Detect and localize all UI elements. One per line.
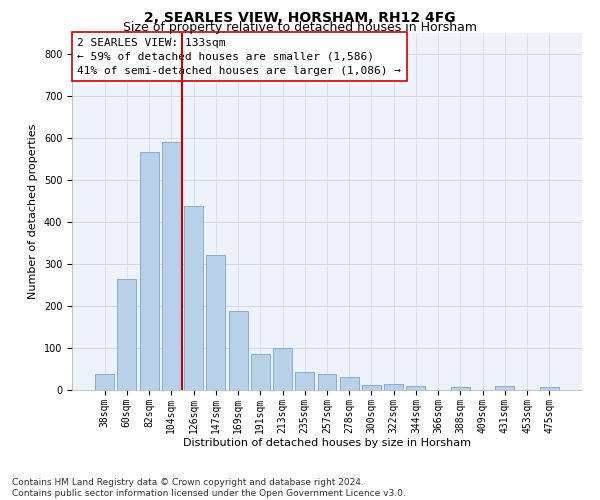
Bar bbox=[340, 378, 359, 390]
Bar bbox=[384, 384, 403, 390]
Bar bbox=[362, 384, 381, 390]
Bar bbox=[317, 374, 337, 390]
Bar bbox=[118, 278, 136, 390]
Bar bbox=[206, 256, 225, 390]
Bar bbox=[496, 386, 514, 390]
Bar bbox=[162, 142, 181, 390]
Bar bbox=[184, 206, 203, 390]
Bar bbox=[229, 311, 248, 390]
Bar bbox=[540, 387, 559, 390]
Text: Size of property relative to detached houses in Horsham: Size of property relative to detached ho… bbox=[123, 21, 477, 34]
Bar bbox=[95, 374, 114, 390]
Bar bbox=[140, 152, 158, 390]
X-axis label: Distribution of detached houses by size in Horsham: Distribution of detached houses by size … bbox=[183, 438, 471, 448]
Bar bbox=[406, 386, 425, 390]
Y-axis label: Number of detached properties: Number of detached properties bbox=[28, 124, 38, 299]
Text: 2, SEARLES VIEW, HORSHAM, RH12 4FG: 2, SEARLES VIEW, HORSHAM, RH12 4FG bbox=[144, 11, 456, 25]
Bar bbox=[295, 372, 314, 390]
Bar bbox=[251, 354, 270, 390]
Bar bbox=[451, 387, 470, 390]
Text: Contains HM Land Registry data © Crown copyright and database right 2024.
Contai: Contains HM Land Registry data © Crown c… bbox=[12, 478, 406, 498]
Bar bbox=[273, 348, 292, 390]
Text: 2 SEARLES VIEW: 133sqm
← 59% of detached houses are smaller (1,586)
41% of semi-: 2 SEARLES VIEW: 133sqm ← 59% of detached… bbox=[77, 38, 401, 76]
